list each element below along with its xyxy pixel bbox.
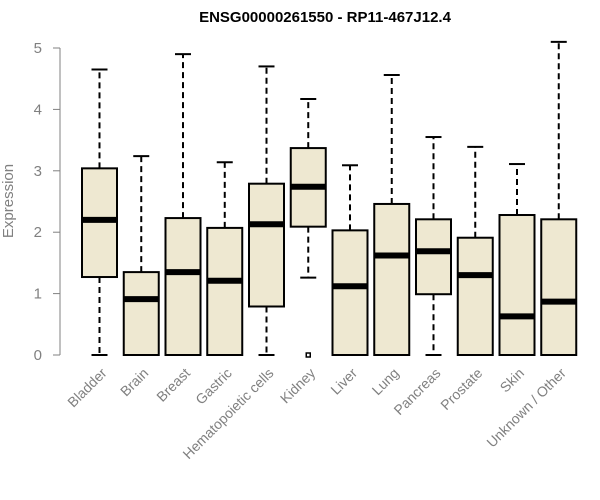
- box-1: [81, 68, 118, 356]
- y-tick-label: 1: [34, 286, 42, 303]
- box-6: [289, 97, 327, 358]
- x-tick-label: Liver: [327, 365, 360, 398]
- x-tick-label: Bladder: [64, 365, 110, 411]
- box-iqr: [331, 229, 369, 356]
- box-iqr: [540, 218, 578, 356]
- box-2: [122, 155, 160, 356]
- box-group: [81, 40, 578, 358]
- y-tick-label: 4: [34, 101, 42, 118]
- box-8: [373, 74, 411, 356]
- outlier-point: [305, 352, 311, 358]
- x-tick-label: Brain: [117, 365, 151, 399]
- x-tick-label: Lung: [369, 365, 402, 398]
- box-iqr: [373, 202, 411, 356]
- box-7: [331, 164, 369, 356]
- y-tick-label: 5: [34, 40, 42, 57]
- box-iqr: [122, 271, 160, 356]
- y-axis: 0 1 2 3 4 5: [34, 40, 61, 364]
- box-10: [456, 145, 494, 356]
- box-3: [164, 53, 202, 356]
- box-11: [498, 163, 536, 356]
- x-tick-label: Breast: [153, 365, 193, 405]
- box-5: [248, 65, 285, 356]
- y-tick-label: 3: [34, 163, 42, 180]
- x-tick-label: Prostate: [437, 365, 485, 413]
- box-iqr: [456, 236, 494, 356]
- box-9: [415, 136, 452, 356]
- y-tick-label: 0: [34, 347, 42, 364]
- y-tick-label: 2: [34, 224, 42, 241]
- chart-title: ENSG00000261550 - RP11-467J12.4: [199, 9, 452, 26]
- box-4: [206, 161, 244, 356]
- box-iqr: [498, 214, 536, 356]
- box-12: [540, 40, 578, 356]
- y-axis-label: Expression: [0, 164, 17, 238]
- x-tick-label: Skin: [497, 365, 528, 396]
- box-iqr: [415, 218, 452, 296]
- box-iqr: [206, 226, 244, 356]
- x-tick-label: Unknown / Other: [483, 365, 569, 451]
- box-iqr: [164, 217, 202, 356]
- x-tick-label: Kidney: [277, 365, 319, 407]
- box-iqr: [248, 182, 285, 308]
